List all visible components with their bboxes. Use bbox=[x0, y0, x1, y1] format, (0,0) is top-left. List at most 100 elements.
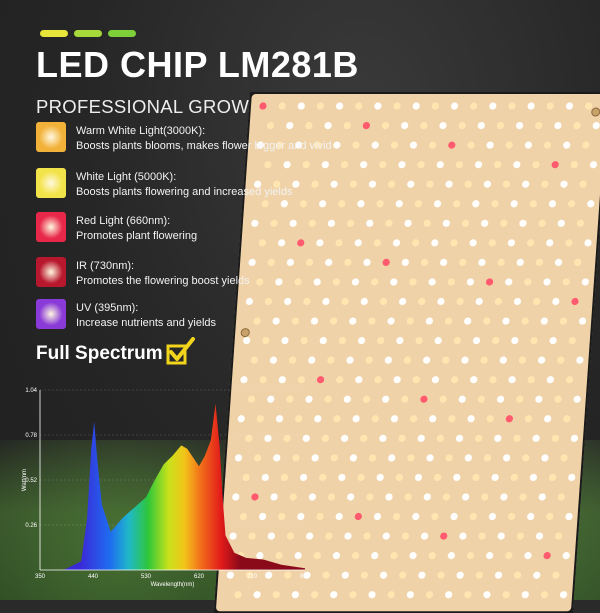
led-chip bbox=[406, 317, 414, 325]
led-chip bbox=[365, 356, 373, 364]
led-chip bbox=[275, 278, 283, 286]
led-chip bbox=[401, 258, 409, 267]
legend-title: Red Light (660nm): bbox=[76, 215, 171, 227]
led-chip bbox=[491, 473, 499, 482]
led-chip bbox=[286, 121, 294, 130]
led-chip bbox=[250, 356, 258, 364]
led-chip bbox=[459, 532, 467, 540]
led-chip bbox=[483, 591, 491, 599]
led-chip bbox=[379, 297, 388, 306]
led-chip bbox=[426, 454, 434, 462]
led-chip bbox=[592, 121, 600, 130]
y-tick-label: 0.52 bbox=[25, 478, 37, 484]
led-chip bbox=[563, 141, 571, 149]
legend-desc: Increase nutrients and yields bbox=[76, 317, 217, 329]
led-chip bbox=[442, 493, 451, 501]
led-chip bbox=[336, 376, 344, 384]
led-chip bbox=[316, 102, 325, 110]
led-chip bbox=[251, 493, 259, 501]
led-chip bbox=[371, 141, 379, 149]
led-chip bbox=[283, 161, 291, 169]
led-chip bbox=[439, 395, 447, 403]
led-chip bbox=[494, 571, 503, 579]
led-chip bbox=[414, 473, 423, 482]
led-chip bbox=[505, 415, 513, 423]
led-chip bbox=[562, 278, 570, 286]
led-chip bbox=[264, 297, 273, 306]
full-spectrum-label: Full Spectrum bbox=[36, 343, 163, 364]
led-chip bbox=[529, 473, 538, 482]
led-chip bbox=[527, 102, 535, 110]
led-chip bbox=[357, 200, 365, 208]
led-chip bbox=[527, 512, 535, 521]
led-chip bbox=[481, 493, 489, 501]
led-chip bbox=[335, 239, 343, 247]
led-chip bbox=[453, 336, 461, 345]
led-chip bbox=[313, 552, 321, 560]
led-chip bbox=[286, 395, 294, 403]
led-chip bbox=[379, 571, 388, 579]
led-chip bbox=[253, 180, 262, 188]
led-chip bbox=[510, 473, 518, 482]
accent-bar-green bbox=[108, 30, 136, 37]
led-chip bbox=[549, 336, 557, 345]
led-chip bbox=[447, 552, 455, 560]
accent-bar-lime bbox=[74, 30, 102, 37]
x-tick-label: 620 bbox=[194, 574, 205, 580]
led-chip bbox=[319, 336, 327, 345]
led-chip bbox=[363, 532, 371, 540]
led-chip bbox=[275, 552, 283, 560]
led-chip bbox=[385, 493, 393, 501]
led-chip bbox=[565, 102, 574, 110]
led-chip bbox=[373, 512, 382, 521]
led-chip bbox=[420, 532, 429, 540]
led-chip bbox=[347, 493, 355, 501]
led-chip bbox=[538, 493, 546, 501]
led-chip bbox=[302, 434, 310, 442]
led-chip bbox=[562, 552, 570, 560]
led-chip bbox=[259, 376, 267, 384]
led-chip bbox=[384, 356, 392, 364]
led-chip bbox=[332, 278, 340, 286]
led-chip bbox=[403, 356, 412, 364]
led-chip bbox=[450, 512, 458, 521]
led-chip bbox=[440, 532, 448, 540]
led-chip bbox=[552, 297, 560, 306]
led-chip bbox=[316, 239, 324, 247]
led-chip bbox=[546, 512, 554, 521]
led-chip bbox=[280, 200, 288, 208]
led-chip bbox=[417, 161, 425, 169]
led-chip bbox=[377, 336, 385, 345]
led-chip bbox=[420, 258, 429, 267]
led-chip bbox=[505, 141, 513, 149]
led-chip bbox=[507, 512, 516, 521]
led-chip bbox=[262, 336, 270, 345]
led-chip bbox=[467, 141, 475, 149]
led-chip bbox=[258, 239, 267, 247]
led-chip bbox=[253, 317, 261, 325]
led-chip bbox=[379, 161, 387, 169]
led-chip bbox=[538, 219, 546, 227]
led-chip bbox=[472, 336, 481, 345]
checkbox-checked-icon bbox=[166, 337, 195, 365]
led-chip bbox=[524, 141, 533, 149]
led-chip bbox=[234, 454, 243, 462]
led-chip bbox=[540, 317, 548, 325]
led-chip bbox=[557, 219, 565, 227]
legend-item-ir: IR (730nm): Promotes the flowering boost… bbox=[36, 257, 336, 293]
led-chip bbox=[387, 317, 395, 325]
led-chip bbox=[494, 161, 502, 169]
led-chip bbox=[245, 571, 254, 579]
led-chip bbox=[500, 493, 508, 501]
led-chip bbox=[256, 141, 264, 149]
led-chip bbox=[551, 161, 559, 169]
led-chip bbox=[533, 571, 541, 579]
led-chip bbox=[557, 356, 565, 364]
led-chip bbox=[360, 571, 369, 579]
led-chip bbox=[469, 239, 477, 247]
led-chip bbox=[462, 493, 470, 501]
x-tick-label: 710 bbox=[247, 574, 258, 580]
led-chip bbox=[535, 532, 544, 540]
led-chip bbox=[330, 317, 338, 325]
led-chip bbox=[360, 434, 368, 442]
